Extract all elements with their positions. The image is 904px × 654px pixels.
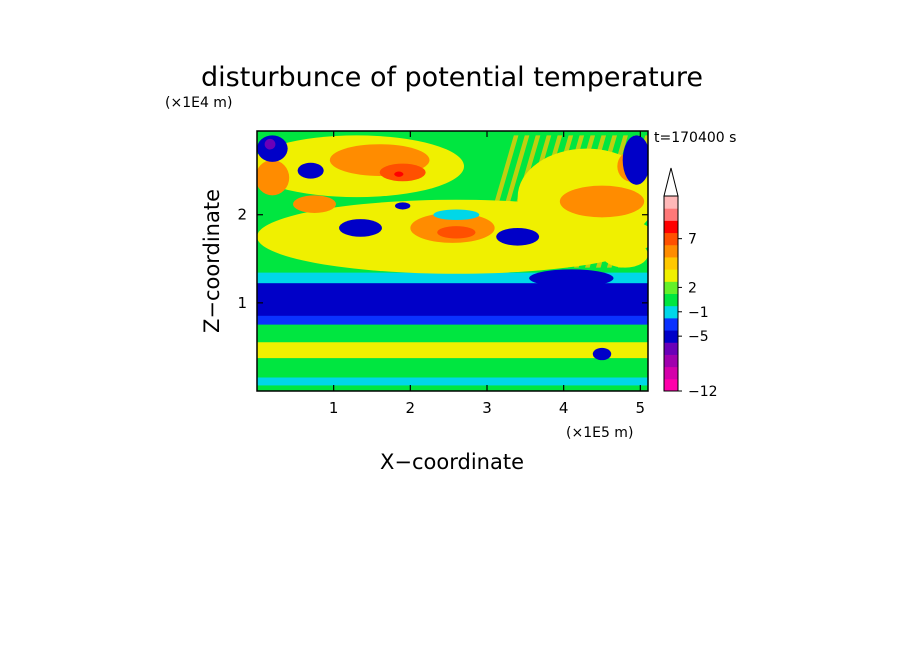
contour-blob-11 [559,185,645,218]
x-tick-label: 2 [406,399,416,417]
plot-frame [256,130,649,392]
colorbar-label: 7 [688,232,697,248]
colorbar: −12−5−127 [663,167,718,400]
colorbar-cell [664,256,678,270]
contour-blob-15 [297,162,324,179]
contour-blob-5 [379,163,426,182]
y-axis: 12 [237,206,648,312]
colorbar-cell [664,269,678,282]
colorbar-cell [664,232,678,246]
contour-blob-18 [622,135,648,185]
colorbar-cell [664,196,678,209]
colorbar-label: −12 [688,384,718,400]
contour-band-4 [257,324,648,343]
colorbar-cell [664,342,678,355]
y-tick-label: 2 [237,206,247,224]
colorbar-cell [664,354,678,368]
contour-blob-21 [592,347,612,361]
contour-band-1 [257,376,648,386]
colorbar-cell [664,293,678,307]
colorbar-cell [664,220,678,234]
colorbar-cell [664,366,678,380]
contour-blob-6 [394,171,404,177]
contour-blob-8 [437,226,476,239]
y-tick-label: 1 [237,294,247,312]
contour-blob-22 [433,209,480,221]
colorbar-label: −5 [688,329,709,345]
contour-band-5 [257,315,648,325]
colorbar-cell [664,208,678,221]
y-axis-label: Z−coordinate [200,189,224,333]
x-axis-label: X−coordinate [380,450,524,474]
colorbar-label: 2 [688,280,697,296]
contour-blob-3 [602,241,648,268]
colorbar-cell [664,281,678,294]
colorbar-extend-arrow [663,167,679,197]
chart-title: disturbunce of potential temperature [201,62,703,93]
contour-blob-14 [264,138,276,150]
x-unit-label: (×1E5 m) [566,425,633,441]
colorbar-label: −1 [688,305,709,321]
time-label: t=170400 s [654,130,736,146]
contour-blob-20 [529,269,614,287]
contour-band-7 [257,272,648,284]
x-tick-label: 3 [482,399,492,417]
contour-blob-19 [395,202,411,210]
contour-band-0 [257,384,648,391]
contour-field [257,131,648,391]
contour-blob-9 [257,160,290,196]
contour-blob-10 [293,195,336,213]
contour-blob-17 [496,227,540,246]
colorbar-cell [664,244,678,258]
y-unit-label: (×1E4 m) [165,95,232,111]
colorbar-cell [664,378,678,392]
plot-area [257,131,648,391]
colorbar-cell [664,317,678,331]
x-axis: 1 2 3 4 5 [329,131,645,417]
contour-band-6 [257,282,648,316]
contour-blob-16 [339,219,382,237]
x-tick-label: 1 [329,399,339,417]
contour-band-3 [257,341,648,359]
x-tick-label: 5 [636,399,646,417]
x-tick-label: 4 [559,399,569,417]
colorbar-cell [664,305,678,319]
contour-band-2 [257,357,648,378]
colorbar-cell [664,330,678,343]
